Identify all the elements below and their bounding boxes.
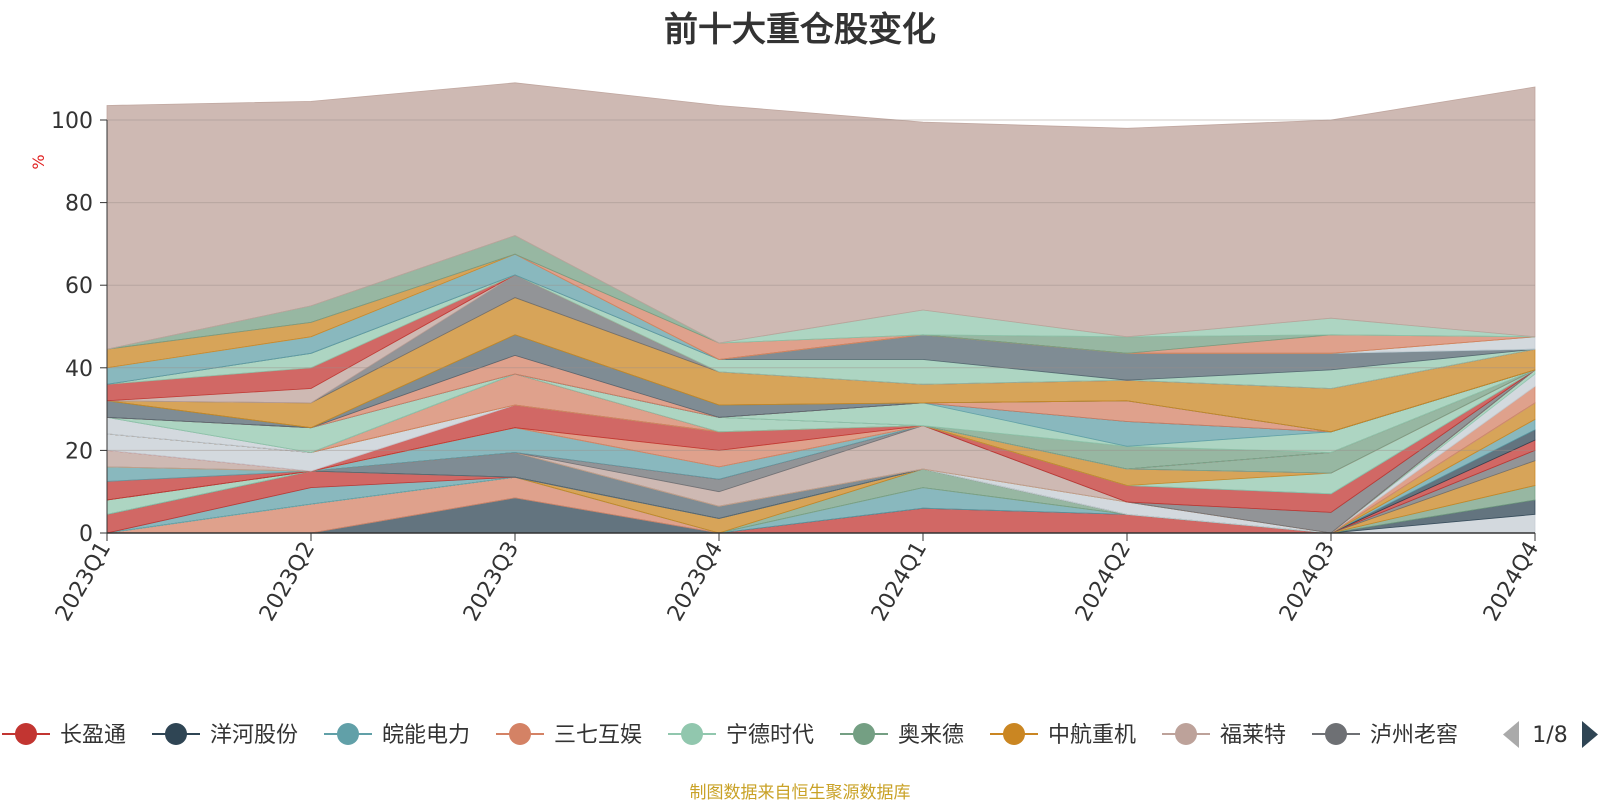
legend-label-3: 三七互娱 <box>554 723 642 748</box>
legend-marker-icon <box>1003 723 1025 745</box>
legend-item-6[interactable]: 中航重机 <box>990 723 1136 748</box>
x-tick-label-0: 2023Q1 <box>51 538 116 626</box>
legend-page-indicator: 1/8 <box>1532 723 1567 748</box>
chart-title: 前十大重仓股变化 <box>664 10 936 50</box>
legend-marker-icon <box>337 723 359 745</box>
x-tick-label-5: 2024Q2 <box>1071 538 1136 626</box>
legend-label-0: 长盈通 <box>60 723 126 748</box>
y-tick-label-1: 20 <box>65 439 93 464</box>
grid-lines <box>107 119 1535 451</box>
legend-item-4[interactable]: 宁德时代 <box>668 723 814 748</box>
y-tick-label-2: 40 <box>65 357 93 382</box>
x-tick-label-2: 2023Q3 <box>459 538 524 626</box>
legend-marker-icon <box>165 723 187 745</box>
legend-marker-icon <box>853 723 875 745</box>
legend-marker-icon <box>15 723 37 745</box>
legend-item-3[interactable]: 三七互娱 <box>496 723 642 748</box>
legend-label-4: 宁德时代 <box>726 723 814 748</box>
y-tick-label-5: 100 <box>51 109 93 134</box>
stacked-area-layer <box>106 82 1536 534</box>
y-axis-unit-label: % <box>29 154 48 169</box>
x-tick-label-7: 2024Q4 <box>1479 538 1544 626</box>
legend-items: 长盈通 洋河股份 皖能电力 三七互娱 宁德时代 奥来德 中航重机 福莱特 泸州老窖 <box>2 723 1458 748</box>
legend-label-8: 泸州老窖 <box>1370 723 1458 748</box>
y-tick-label-4: 80 <box>65 192 93 217</box>
legend-label-5: 奥来德 <box>898 723 964 748</box>
legend-label-6: 中航重机 <box>1048 723 1136 748</box>
legend-label-2: 皖能电力 <box>382 723 470 748</box>
y-axis-ticks: 0 20 40 60 80 100 <box>51 109 107 547</box>
x-tick-label-4: 2024Q1 <box>867 538 932 626</box>
legend-item-0[interactable]: 长盈通 <box>2 723 126 748</box>
legend-marker-icon <box>1175 723 1197 745</box>
x-tick-label-1: 2023Q2 <box>255 538 320 626</box>
legend-marker-icon <box>509 723 531 745</box>
legend-next-arrow-icon[interactable] <box>1582 721 1598 748</box>
legend-label-7: 福莱特 <box>1220 723 1286 748</box>
x-tick-label-3: 2023Q4 <box>663 538 728 626</box>
data-source-note: 制图数据来自恒生聚源数据库 <box>689 783 911 803</box>
legend-prev-arrow-icon[interactable] <box>1503 721 1519 748</box>
legend-marker-icon <box>1325 723 1347 745</box>
series-area-71 <box>106 82 1536 350</box>
legend-item-1[interactable]: 洋河股份 <box>152 723 298 748</box>
legend: 长盈通 洋河股份 皖能电力 三七互娱 宁德时代 奥来德 中航重机 福莱特 泸州老窖 <box>2 723 1458 748</box>
legend-label-1: 洋河股份 <box>210 723 298 748</box>
x-axis-ticks: 2023Q1 2023Q2 2023Q3 2023Q4 2024Q1 2024Q2 2024… <box>51 533 1544 626</box>
x-tick-label-6: 2024Q3 <box>1275 538 1340 626</box>
y-tick-label-3: 60 <box>65 274 93 299</box>
y-tick-label-0: 0 <box>79 522 93 547</box>
legend-pager: 1/8 <box>1503 721 1598 748</box>
axes: % <box>29 120 1535 534</box>
legend-item-8[interactable]: 泸州老窖 <box>1312 723 1458 748</box>
legend-item-5[interactable]: 奥来德 <box>840 723 964 748</box>
legend-marker-icon <box>681 723 703 745</box>
legend-item-2[interactable]: 皖能电力 <box>324 723 470 748</box>
legend-item-7[interactable]: 福莱特 <box>1162 723 1286 748</box>
